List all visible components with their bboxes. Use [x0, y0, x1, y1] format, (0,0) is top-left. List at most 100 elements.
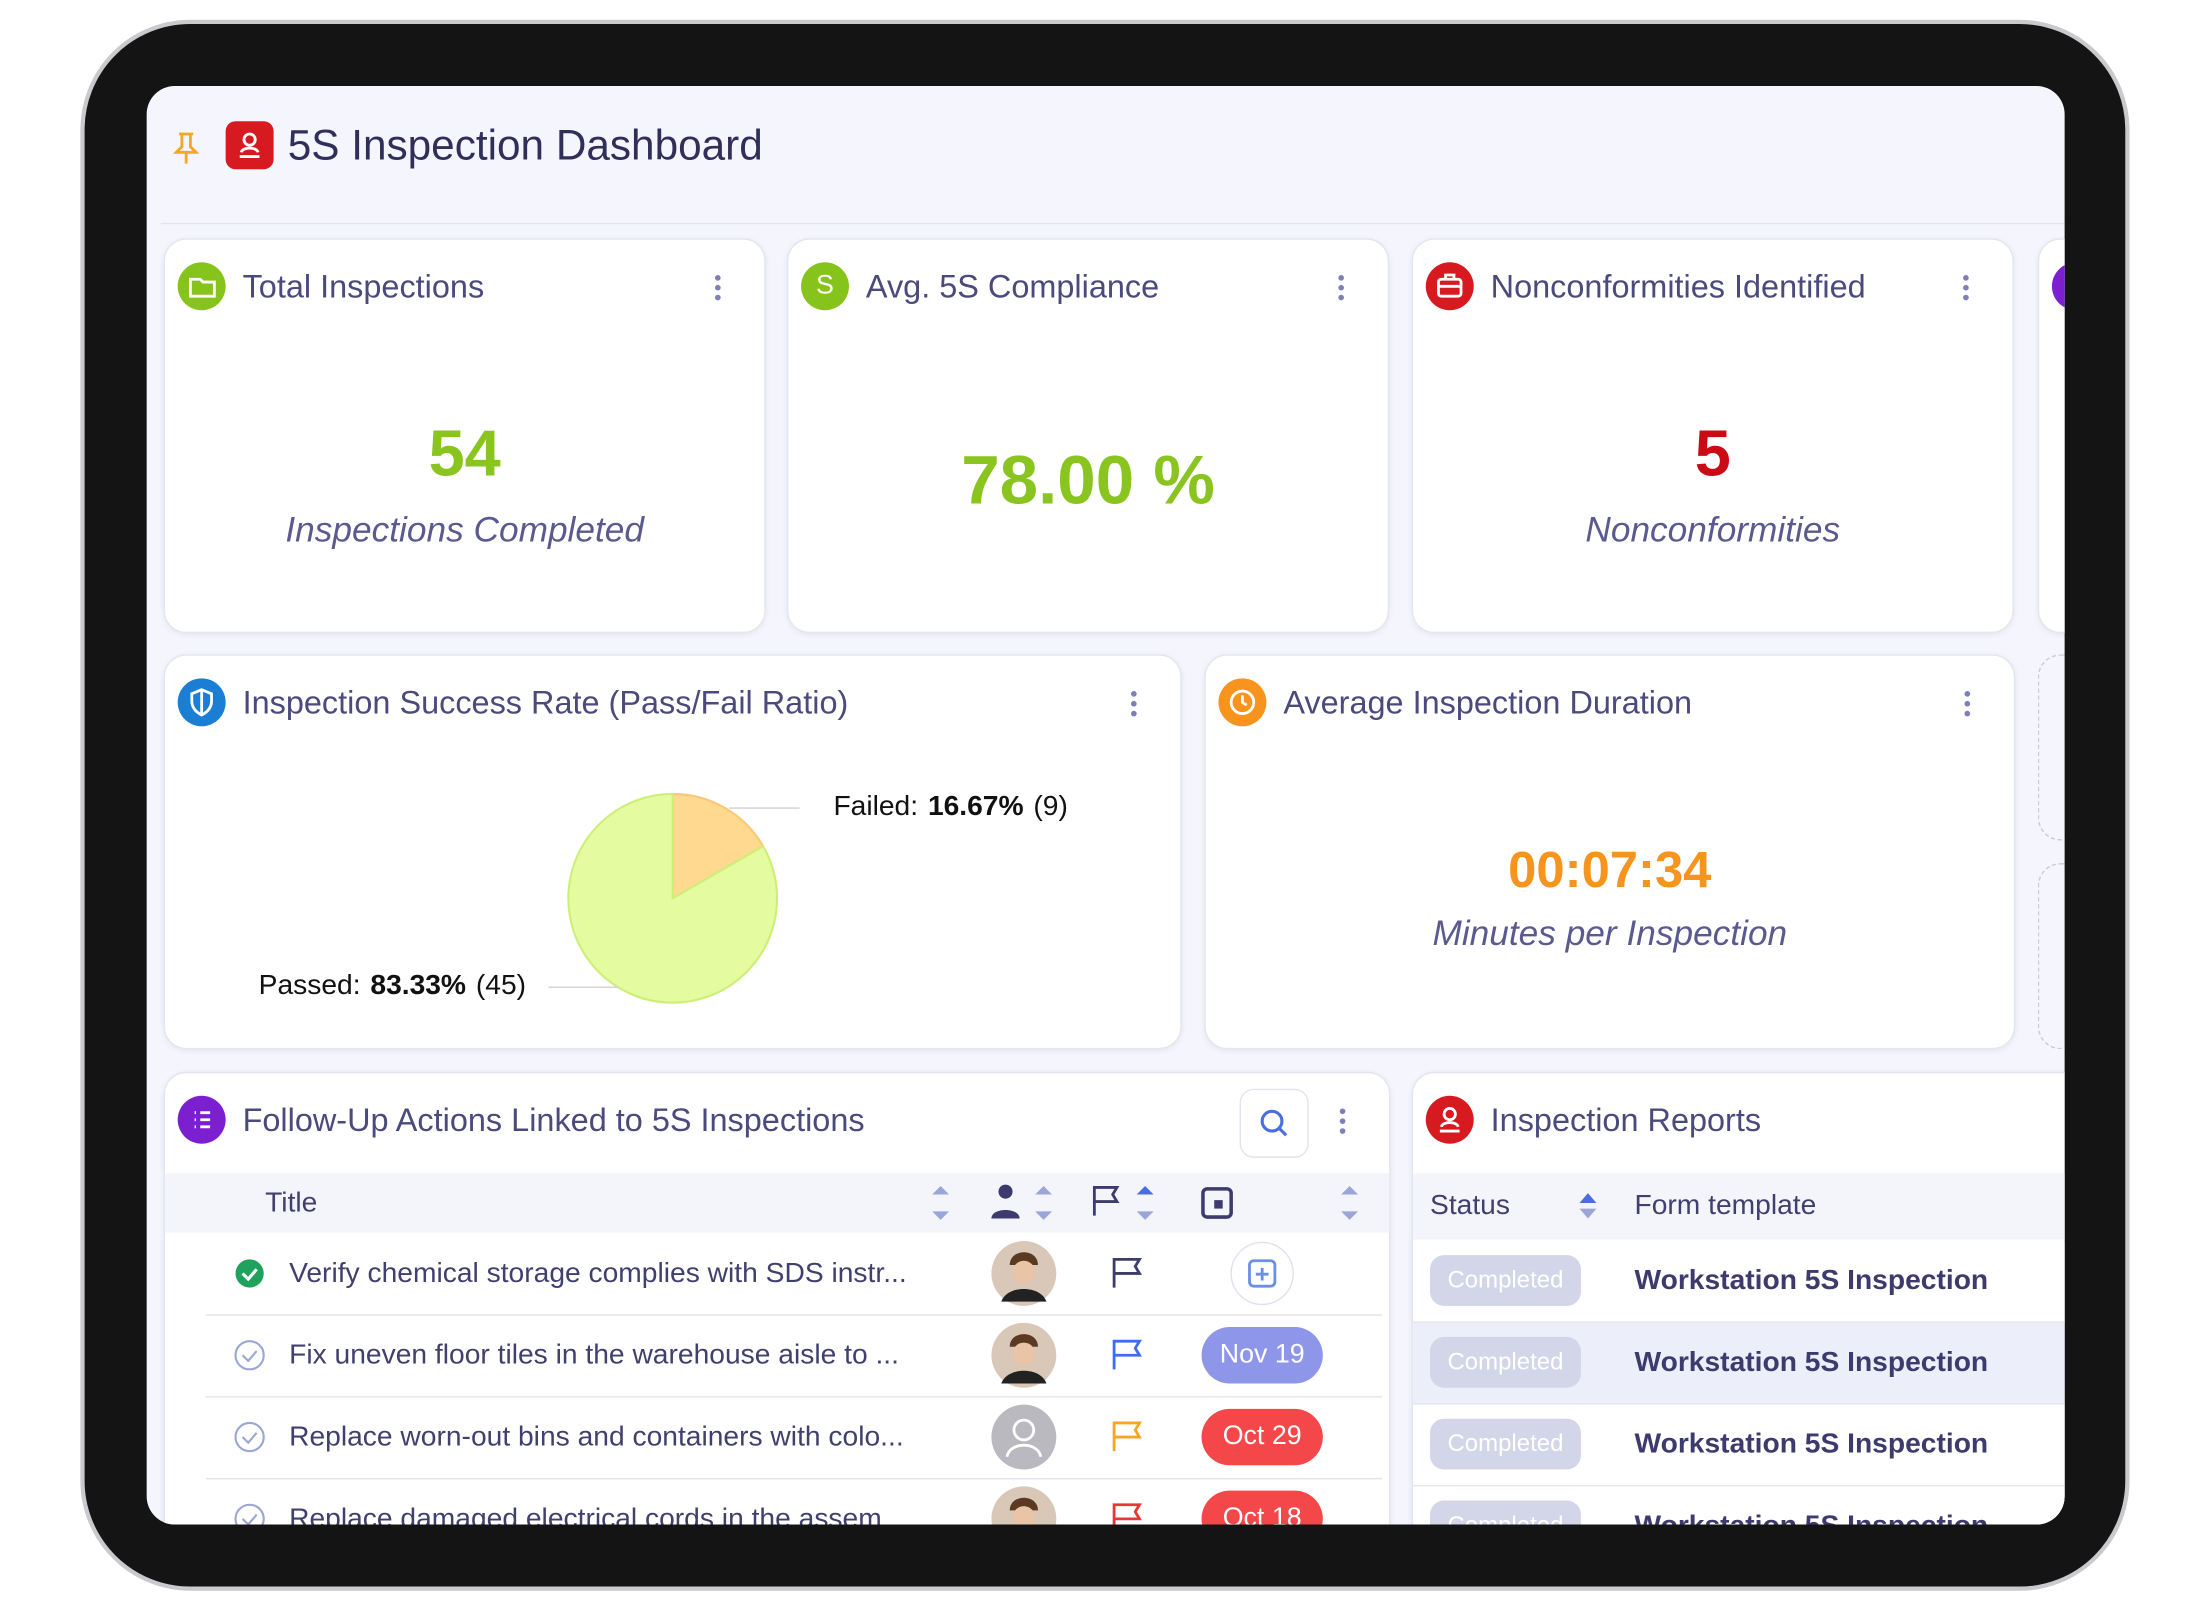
value-label: 16.67%: [928, 790, 1024, 822]
app-icon: [225, 121, 274, 170]
menu-button[interactable]: [1962, 274, 1970, 302]
row-icons: [234, 1322, 1142, 1388]
todo-check: [234, 1503, 265, 1525]
screen: 5S Inspection Dashboard Total Inspection…: [146, 86, 2065, 1525]
table-card: Inspection Reports Status Form template …: [1411, 1071, 2065, 1525]
kpi-subtitle: Inspections Completed: [285, 510, 645, 551]
header-icons: [932, 1184, 1359, 1220]
pie-slice[interactable]: [567, 792, 779, 1004]
avatar-hair: [1009, 1334, 1038, 1347]
card-icon: [177, 262, 226, 311]
menu-button[interactable]: [1338, 1107, 1346, 1135]
avatar-face: [1012, 1342, 1036, 1366]
status-badge: Completed: [1430, 1500, 1581, 1525]
placeholder-card: [2037, 654, 2065, 841]
count-label: (45): [476, 969, 526, 1001]
pie-chart: Failed: 16.67% (9) Passed: 83.33% (45): [259, 790, 1068, 1004]
table-row[interactable]: Replace damaged electrical cords in the …: [206, 1479, 1382, 1525]
table-row[interactable]: Replace worn-out bins and containers wit…: [205, 1398, 1383, 1480]
search-button[interactable]: [1239, 1088, 1309, 1158]
separator: [160, 222, 2065, 225]
avatar-hair: [1009, 1252, 1038, 1266]
kpi-subtitle: Minutes per Inspection: [1432, 913, 1788, 954]
status-badge: Completed: [1430, 1255, 1581, 1306]
status-badge: Completed: [1430, 1336, 1581, 1388]
todo-check: [234, 1340, 265, 1371]
row-icons: [234, 1404, 1142, 1470]
action-title: Fix uneven floor tiles in the warehouse …: [289, 1339, 899, 1371]
menu-button[interactable]: [714, 274, 722, 302]
menu-button[interactable]: [1130, 690, 1138, 718]
sort-icon[interactable]: [1577, 1187, 1600, 1224]
card-icon: [1425, 262, 1474, 311]
due-date[interactable]: Oct 29: [1201, 1408, 1323, 1466]
priority-flag: [1112, 1339, 1142, 1370]
table-row[interactable]: Completed Workstation 5S Inspection: [1413, 1404, 2065, 1487]
avatar-hair: [1009, 1497, 1038, 1511]
due-date[interactable]: Oct 18: [1201, 1490, 1323, 1525]
avatar-body: [1001, 1288, 1047, 1302]
form-template: Workstation 5S Inspection: [1634, 1346, 1989, 1378]
column-header[interactable]: Title: [265, 1187, 318, 1219]
priority-flag: [1112, 1421, 1142, 1452]
category: Failed:: [833, 790, 918, 822]
table-row[interactable]: Completed Workstation 5S Inspection: [1413, 1486, 2065, 1525]
action-title: Replace damaged electrical cords in the …: [289, 1503, 906, 1525]
chart-card: Inspection Success Rate (Pass/Fail Ratio…: [163, 654, 1182, 1050]
kpi-value: 78.00 %: [961, 442, 1215, 519]
column-header[interactable]: Status: [1430, 1190, 1510, 1222]
card-icon: S: [801, 262, 849, 311]
kpi-card: S Avg. 5S Compliance 78.00 %: [786, 238, 1390, 634]
placeholder-card: [2037, 863, 2065, 1050]
page-title: 5S Inspection Dashboard: [287, 122, 763, 170]
table-header: Title: [165, 1173, 1390, 1233]
card-icon: [2051, 262, 2065, 311]
pie-slice[interactable]: [671, 792, 765, 901]
kpi-value: 00:07:34: [1508, 840, 1712, 899]
table-header: Status Form template: [1413, 1173, 2065, 1240]
column-header[interactable]: Form template: [1634, 1190, 1817, 1222]
table-card: Follow-Up Actions Linked to 5S Inspectio…: [163, 1071, 1391, 1525]
row-icons: [235, 1241, 1294, 1306]
card-title: Follow-Up Actions Linked to 5S Inspectio…: [242, 1101, 865, 1139]
table-row[interactable]: Completed Workstation 5S Inspection: [1413, 1322, 2065, 1405]
card-icon: [1218, 678, 1267, 727]
menu-button[interactable]: [1963, 690, 1971, 718]
card-title: Inspection Reports: [1490, 1101, 1762, 1139]
slice-label: Failed: 16.67% (9): [833, 790, 1067, 822]
todo-check: [241, 1432, 258, 1445]
add-date: [1255, 1267, 1269, 1281]
avatar-head: [1012, 1418, 1036, 1442]
action-title: Verify chemical storage complies with SD…: [289, 1257, 907, 1289]
done-check: [235, 1259, 264, 1288]
done-check: [241, 1268, 258, 1282]
row-icons: [234, 1486, 1142, 1525]
avatar-face: [1012, 1506, 1036, 1525]
due-date[interactable]: Nov 19: [1201, 1327, 1323, 1384]
kpi-card: Average Inspection Duration 00:07:34 Min…: [1204, 654, 2016, 1050]
table-row[interactable]: Fix uneven floor tiles in the warehouse …: [205, 1316, 1383, 1398]
kpi-card: Nonconformities Identified 5 Nonconformi…: [1411, 238, 2014, 634]
form-template: Workstation 5S Inspection: [1634, 1265, 1989, 1297]
slice-label: Passed: 83.33% (45): [259, 969, 526, 1001]
kpi-card: Total Inspections 54 Inspections Complet…: [163, 238, 766, 634]
card-title: Nonconformities Identified: [1490, 267, 1866, 305]
todo-check: [241, 1350, 258, 1363]
table-row[interactable]: Completed Workstation 5S Inspection: [1413, 1241, 2065, 1323]
priority-flag: [1112, 1257, 1142, 1288]
table-row[interactable]: Verify chemical storage complies with SD…: [205, 1234, 1383, 1316]
menu-button[interactable]: [1337, 274, 1345, 302]
action-title: Replace worn-out bins and containers wit…: [289, 1421, 904, 1453]
form-template: Workstation 5S Inspection: [1634, 1428, 1989, 1460]
todo-check: [234, 1421, 265, 1453]
form-template: Workstation 5S Inspection: [1634, 1486, 1988, 1524]
category: Passed:: [259, 969, 361, 1001]
add-date: [1248, 1259, 1277, 1288]
avatar-body: [1001, 1370, 1047, 1384]
status-badge: Completed: [1430, 1418, 1581, 1470]
kpi-value: 54: [428, 416, 501, 490]
pin-icon[interactable]: [172, 131, 200, 165]
card-icon: [177, 1095, 226, 1144]
